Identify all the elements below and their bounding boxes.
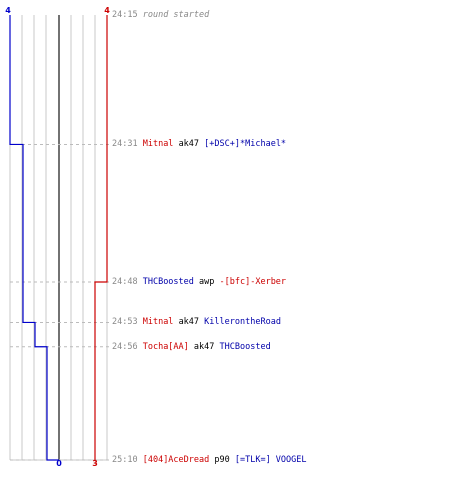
red-start-count: 4 bbox=[104, 6, 110, 15]
weapon-name: ak47 bbox=[193, 341, 215, 352]
blue-start-count: 4 bbox=[5, 6, 11, 15]
weapon-name: ak47 bbox=[178, 317, 200, 328]
event-row: 24:56 Tocha[AA] ak47 THCBoosted bbox=[112, 341, 271, 353]
killer-name: [404]AceDread bbox=[142, 455, 210, 465]
victim-name: [+DSC+]*Michael* bbox=[204, 139, 287, 150]
event-row: 25:10 [404]AceDread p90 [=TLK=] VOOGEL bbox=[112, 454, 307, 466]
red-team-alive-line bbox=[94, 15, 108, 460]
event-system-text: round started bbox=[142, 10, 210, 20]
event-time: 24:56 bbox=[112, 341, 138, 352]
timeline-grid bbox=[9, 15, 108, 461]
event-time: 25:10 bbox=[112, 455, 138, 465]
red-end-count: 3 bbox=[92, 459, 98, 468]
blue-team-alive-line bbox=[9, 15, 59, 461]
event-row: 24:53 Mitnal ak47 KillerontheRoad bbox=[112, 316, 281, 328]
victim-name: THCBoosted bbox=[219, 341, 271, 352]
weapon-name: ak47 bbox=[178, 139, 200, 150]
blue-end-count: 0 bbox=[56, 459, 62, 468]
victim-name: KillerontheRoad bbox=[204, 317, 281, 328]
weapon-name: awp bbox=[199, 277, 215, 287]
event-time: 24:48 bbox=[112, 277, 138, 287]
victim-name: [=TLK=] VOOGEL bbox=[234, 455, 307, 465]
event-row: 24:15 round started bbox=[112, 9, 209, 21]
killer-name: THCBoosted bbox=[142, 277, 194, 287]
event-time: 24:53 bbox=[112, 317, 138, 328]
killer-name: Mitnal bbox=[142, 139, 174, 150]
event-time: 24:15 bbox=[112, 10, 138, 20]
event-time: 24:31 bbox=[112, 139, 138, 150]
killer-name: Tocha[AA] bbox=[142, 341, 189, 352]
event-row: 24:48 THCBoosted awp -[bfc]-Xerber bbox=[112, 276, 286, 288]
event-row: 24:31 Mitnal ak47 [+DSC+]*Michael* bbox=[112, 138, 286, 150]
victim-name: -[bfc]-Xerber bbox=[219, 277, 287, 287]
weapon-name: p90 bbox=[214, 455, 230, 465]
event-guides bbox=[10, 143, 110, 461]
killer-name: Mitnal bbox=[142, 317, 174, 328]
